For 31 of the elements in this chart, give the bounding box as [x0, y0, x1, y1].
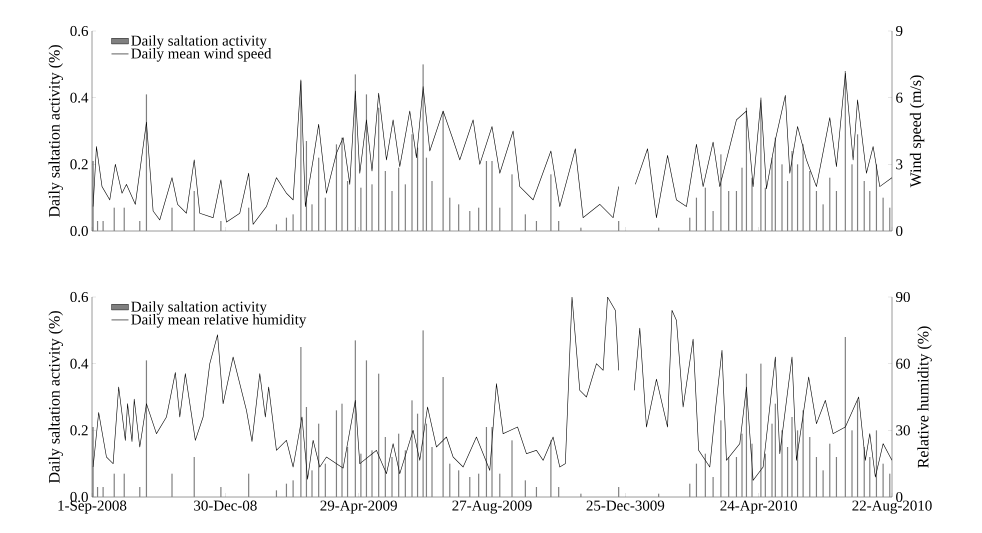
y-tick-label: 0.6	[70, 292, 88, 302]
y-tick-label: 0.0	[70, 226, 88, 236]
y2-tick-label: 9	[896, 26, 902, 36]
y-axis-title: Daily saltation activity (%)	[48, 45, 63, 218]
y-tick-label: 0.0	[70, 492, 88, 502]
y-tick-label: 0.4	[70, 92, 88, 103]
y-tick-label: 0.6	[70, 26, 88, 36]
y-axis-title: Daily saltation activity (%)	[48, 311, 63, 484]
y2-axis-title: Relative humidity (%)	[917, 326, 932, 468]
x-tick-label: 27-Aug-2009	[452, 500, 532, 514]
x-tick-label: 1-Sep-2008	[58, 500, 126, 514]
y2-tick-label: 0	[896, 492, 902, 502]
y-tick-label: 0.2	[70, 159, 88, 170]
x-tick-label: 24-Apr-2010	[720, 500, 797, 514]
legend-label: Daily mean relative humidity	[131, 314, 306, 328]
y2-tick-label: 30	[896, 425, 910, 436]
x-tick-label: 25-Dec-3009	[586, 500, 664, 511]
legend-label: Daily mean wind speed	[131, 48, 272, 62]
x-tick-label: 22-Aug-2010	[852, 500, 932, 514]
legend-label: Daily saltation activity	[131, 301, 267, 315]
y2-tick-label: 6	[896, 92, 903, 103]
x-tick-label: 29-Apr-2009	[320, 500, 397, 514]
y-tick-label: 0.4	[70, 358, 88, 369]
y2-tick-label: 3	[896, 159, 902, 170]
y-tick-label: 0.2	[70, 425, 88, 436]
y2-axis-title: Wind speed (m/s)	[910, 75, 924, 188]
y2-tick-label: 90	[896, 292, 910, 302]
legend-label: Daily saltation activity	[131, 35, 267, 49]
y2-tick-label: 0	[896, 226, 902, 236]
y2-tick-label: 60	[896, 358, 910, 369]
x-tick-label: 30-Dec-08	[194, 500, 257, 511]
